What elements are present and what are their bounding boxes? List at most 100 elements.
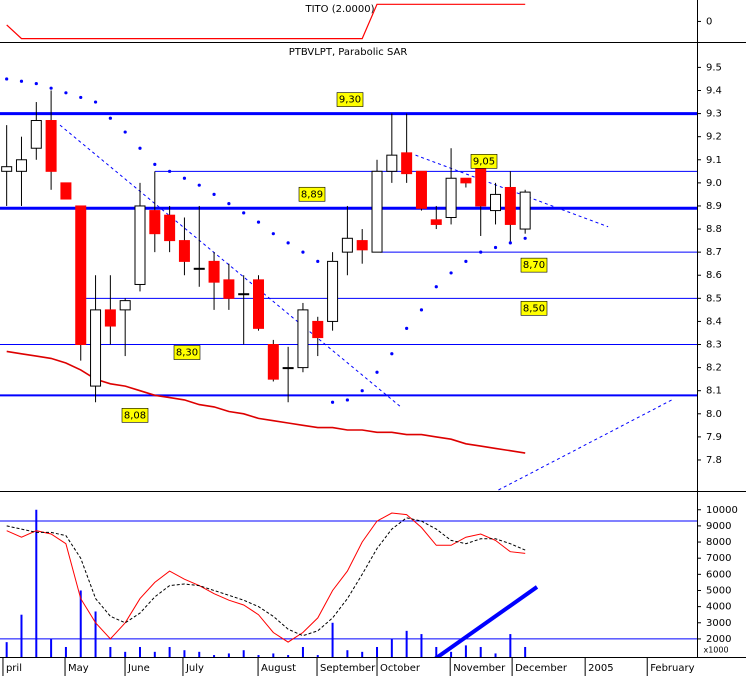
oscillator-line (6, 517, 526, 637)
volume-bar (153, 651, 156, 657)
volume-bar (361, 651, 364, 657)
y-tick-label: 8.1 (706, 386, 722, 397)
candle-body (445, 177, 457, 219)
y-tick-label: 7.9 (706, 432, 722, 443)
volume-bar (376, 646, 379, 657)
sar-dot (168, 169, 172, 173)
volume-bar (346, 650, 349, 657)
level-label-box (336, 92, 364, 107)
x-tick-label: June (127, 663, 150, 674)
sar-dot (523, 236, 527, 240)
sar-dot (242, 211, 246, 215)
volume-bar (331, 622, 334, 657)
y-tick-label: 9.1 (706, 155, 722, 166)
sar-dot (345, 398, 349, 402)
volume-bar (227, 653, 230, 657)
y-tick-label: 8.3 (706, 340, 722, 351)
y-tick-label: 8000 (706, 537, 731, 548)
candle-body (149, 210, 161, 235)
candle-body (490, 193, 502, 212)
x-tick-label: 2005 (588, 663, 613, 674)
sar-dot (93, 100, 98, 104)
volume-bar (50, 638, 53, 657)
volume-bar (124, 651, 127, 657)
candle-body (238, 293, 250, 296)
sar-dot (479, 250, 483, 254)
candle-body (401, 152, 413, 175)
sar-dot (301, 250, 305, 254)
volume-bar (64, 646, 67, 657)
candle-body (178, 240, 190, 262)
volume-bar (35, 509, 38, 657)
x-tick-label: July (185, 663, 204, 674)
candle-body (104, 309, 116, 327)
candle-body (193, 267, 205, 270)
y-tick-label: 9.0 (706, 178, 722, 189)
trendline (498, 399, 673, 491)
volume-bar (5, 642, 8, 657)
volume-bar (435, 646, 438, 657)
candle-body (386, 154, 398, 172)
y-tick-label: 6000 (706, 569, 731, 580)
sar-dot (449, 271, 453, 275)
y-tick-label: 8.2 (706, 363, 722, 374)
y-tick-label: 7.8 (706, 455, 722, 466)
candle-body (90, 309, 102, 387)
volume-bar (198, 651, 201, 657)
sar-dot (508, 241, 512, 245)
y-tick-label: 4000 (706, 602, 731, 613)
volume-bar (450, 651, 453, 657)
panel-title: PTBVLPT, Parabolic SAR (289, 47, 408, 58)
sar-dot (182, 176, 187, 180)
volume-bar (287, 655, 290, 657)
candle-body (430, 219, 442, 225)
x-tick-label: pril (6, 663, 22, 674)
sar-dot (49, 86, 53, 90)
sar-dot (212, 192, 216, 197)
y-tick-label: 7000 (706, 553, 731, 564)
candle-body (134, 205, 146, 285)
trendline (434, 585, 539, 657)
level-label-box (520, 257, 548, 273)
volume-bar (420, 634, 423, 657)
volume-bar (138, 646, 141, 657)
volume-bar (20, 614, 23, 657)
level-label: 8,70 (523, 260, 545, 271)
candle-body (267, 344, 279, 380)
y-tick-label: 9.5 (706, 62, 722, 73)
candle-body (75, 205, 87, 346)
sar-dot (123, 130, 127, 134)
y-tick-label: 2000 (706, 634, 731, 645)
candle-body (327, 260, 339, 322)
level-label-box (298, 186, 326, 202)
sar-dot (108, 116, 112, 120)
sar-dot (405, 326, 409, 330)
level-label: 9,05 (473, 156, 495, 167)
level-label-box (470, 154, 498, 169)
volume-bar (464, 645, 467, 657)
sar-dot (464, 259, 468, 263)
candle-body (415, 170, 427, 209)
y-tick-label: 8.8 (706, 224, 722, 235)
sar-dot (227, 202, 231, 206)
volume-bar (213, 655, 216, 657)
oscillator-line (6, 512, 526, 643)
candle-body (460, 177, 472, 184)
candle-body (282, 367, 294, 370)
volume-bar (257, 655, 260, 657)
level-label: 8,50 (523, 303, 545, 314)
sar-dot (5, 77, 9, 81)
sar-dot (493, 245, 498, 250)
y-tick-label: 3000 (706, 618, 731, 629)
y-tick-label: 9.4 (706, 85, 722, 96)
sar-dot (316, 259, 320, 263)
level-label-box (520, 301, 548, 316)
sar-dot (153, 162, 157, 166)
sar-dot (434, 285, 438, 289)
axis-unit: x1000 (703, 646, 728, 655)
candle-body (30, 120, 42, 149)
volume-bar (479, 646, 482, 657)
candle-body (312, 320, 324, 339)
volume-bar (79, 590, 82, 657)
